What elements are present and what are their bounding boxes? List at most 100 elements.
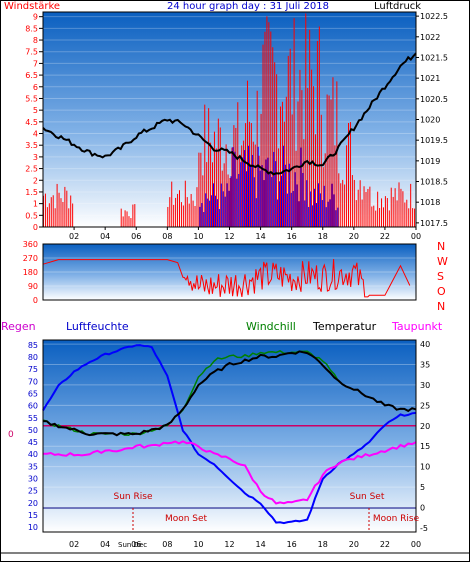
direction-axis: 0 90 180 270 360 <box>23 240 38 305</box>
temperature-frame <box>42 339 417 533</box>
wind-tick-label: 6 <box>33 83 38 92</box>
chart-title: 24 hour graph day : 31 Juli 2018 <box>167 1 329 12</box>
wind-direction-line <box>42 258 411 298</box>
bottom-x-tick-label: 02 <box>69 540 79 549</box>
top-x-tick-label: 18 <box>318 232 328 241</box>
temperature-tick-label: 40 <box>420 340 430 349</box>
humidity-tick-label: 80 <box>28 353 38 362</box>
pressure-tick-label: 1018.5 <box>420 178 448 187</box>
temperature-axis: -5 0 5 10 15 20 25 30 35 40 <box>420 340 430 533</box>
humidity-tick-label: 55 <box>28 414 38 423</box>
direction-letter-o: O <box>437 285 446 298</box>
wind-tick-label: 3 <box>33 153 38 162</box>
humidity-tick-label: 50 <box>28 426 38 435</box>
gust-bars <box>199 145 339 227</box>
humidity-tick-label: 35 <box>28 462 38 471</box>
temperature-tick-label: 35 <box>420 361 430 370</box>
top-x-tick-label: 08 <box>162 232 172 241</box>
humidity-tick-label: 15 <box>28 511 38 520</box>
bottom-series <box>42 344 417 525</box>
sun-rise-label: Sun Rise <box>114 492 153 502</box>
wind-tick-label: 4.5 <box>25 118 38 127</box>
bottom-x-tick-label: 14 <box>255 540 265 549</box>
sun-dec-note: Sun Dec <box>118 541 147 549</box>
taupunkt-label: Taupunkt <box>391 320 443 333</box>
humidity-tick-label: 65 <box>28 389 38 398</box>
wind-axis: 0 0.5 1 1.5 2 2.5 3 3.5 4 4.5 5 5.5 6 6.5 7 7.5 8 8.5 9 <box>25 13 43 232</box>
regen-label: Regen <box>1 320 36 333</box>
direction-letter-w: W <box>437 255 448 268</box>
direction-tick-label: 0 <box>33 296 38 305</box>
temperature-tick-label: -5 <box>420 524 428 533</box>
pressure-tick-label: 1020.5 <box>420 95 448 104</box>
wind-tick-label: 7 <box>33 59 38 68</box>
temperature-tick-label: 5 <box>420 483 425 492</box>
bottom-x-tick-label: 22 <box>380 540 390 549</box>
bottom-x-tick-label: 04 <box>100 540 110 549</box>
rain-zero-label: 0 <box>8 430 14 440</box>
top-x-tick-label: 04 <box>100 232 110 241</box>
direction-letter-n-top: N <box>437 240 445 253</box>
wind-tick-label: 1 <box>33 200 38 209</box>
top-x-tick-label: 14 <box>255 232 265 241</box>
pressure-tick-label: 1017.5 <box>420 219 448 228</box>
wind-tick-label: 1.5 <box>25 188 38 197</box>
bottom-x-tick-label: 20 <box>349 540 359 549</box>
top-x-axis: 02 04 06 08 10 12 14 16 18 20 22 00 <box>69 227 421 241</box>
top-x-tick-label: 06 <box>131 232 141 241</box>
direction-letter-n-bottom: N <box>437 300 445 313</box>
pressure-tick-label: 1021 <box>420 74 440 83</box>
direction-letters: N W S O N <box>437 240 448 313</box>
wind-direction-frame <box>42 243 417 301</box>
temperature-panel <box>43 340 416 532</box>
temperature-tick-label: 30 <box>420 381 430 390</box>
top-x-tick-label: 00 <box>411 232 421 241</box>
wind-tick-label: 9 <box>33 13 38 22</box>
bottom-x-tick-label: 06 <box>131 540 141 549</box>
wind-tick-label: 2.5 <box>25 165 38 174</box>
top-x-tick-label: 12 <box>224 232 234 241</box>
wind-tick-label: 4 <box>33 130 38 139</box>
moon-set-label: Moon Set <box>165 514 208 524</box>
bottom-x-tick-label: 16 <box>287 540 297 549</box>
humidity-line <box>42 344 417 525</box>
bottom-x-tick-label: 00 <box>411 540 421 549</box>
moon-rise-label: Moon Rise <box>373 514 420 524</box>
wind-tick-label: 6.5 <box>25 71 38 80</box>
temperature-tick-label: 10 <box>420 463 430 472</box>
wind-tick-label: 3.5 <box>25 141 38 150</box>
pressure-tick-label: 1019.5 <box>420 136 448 145</box>
wind-tick-label: 5.5 <box>25 94 38 103</box>
top-x-tick-label: 22 <box>380 232 390 241</box>
humidity-tick-label: 75 <box>28 365 38 374</box>
temperatur-label: Temperatur <box>312 320 377 333</box>
wind-pressure-chart: 0 0.5 1 1.5 2 2.5 3 3.5 4 4.5 5 5.5 6 6.5 7 7.5 8 8.5 9 10… <box>4 1 448 241</box>
mid-gridlines <box>43 257 416 287</box>
temperature-tick-label: 20 <box>420 422 430 431</box>
wind-tick-label: 5 <box>33 106 38 115</box>
humidity-tick-label: 20 <box>28 499 38 508</box>
pressure-axis: 1017.5 1018 1018.5 1019 1019.5 1020 1020.5 1021… <box>416 12 448 228</box>
pressure-tick-label: 1022 <box>420 33 440 42</box>
humidity-tick-label: 70 <box>28 377 38 386</box>
direction-tick-label: 360 <box>23 240 38 249</box>
humidity-tick-label: 40 <box>28 450 38 459</box>
temperature-humidity-chart: Regen Luftfeuchte Windchill Temperatur T… <box>1 320 443 549</box>
direction-tick-label: 90 <box>28 282 38 291</box>
temperature-tick-label: 0 <box>420 503 425 512</box>
temperature-tick-label: 25 <box>420 401 430 410</box>
windstaerke-label: Windstärke <box>4 1 60 12</box>
wind-tick-label: 0.5 <box>25 211 38 220</box>
temperature-line <box>42 350 417 437</box>
top-x-tick-label: 16 <box>287 232 297 241</box>
wind-tick-label: 0 <box>33 223 38 232</box>
wind-direction-chart: 0 90 180 270 360 N W S O N <box>23 240 448 313</box>
bottom-x-tick-label: 10 <box>193 540 203 549</box>
luftfeuchte-label: Luftfeuchte <box>66 320 129 333</box>
direction-tick-label: 180 <box>23 268 38 277</box>
sun-set-label: Sun Set <box>350 492 385 502</box>
humidity-tick-label: 45 <box>28 438 38 447</box>
wind-bars <box>43 13 416 227</box>
